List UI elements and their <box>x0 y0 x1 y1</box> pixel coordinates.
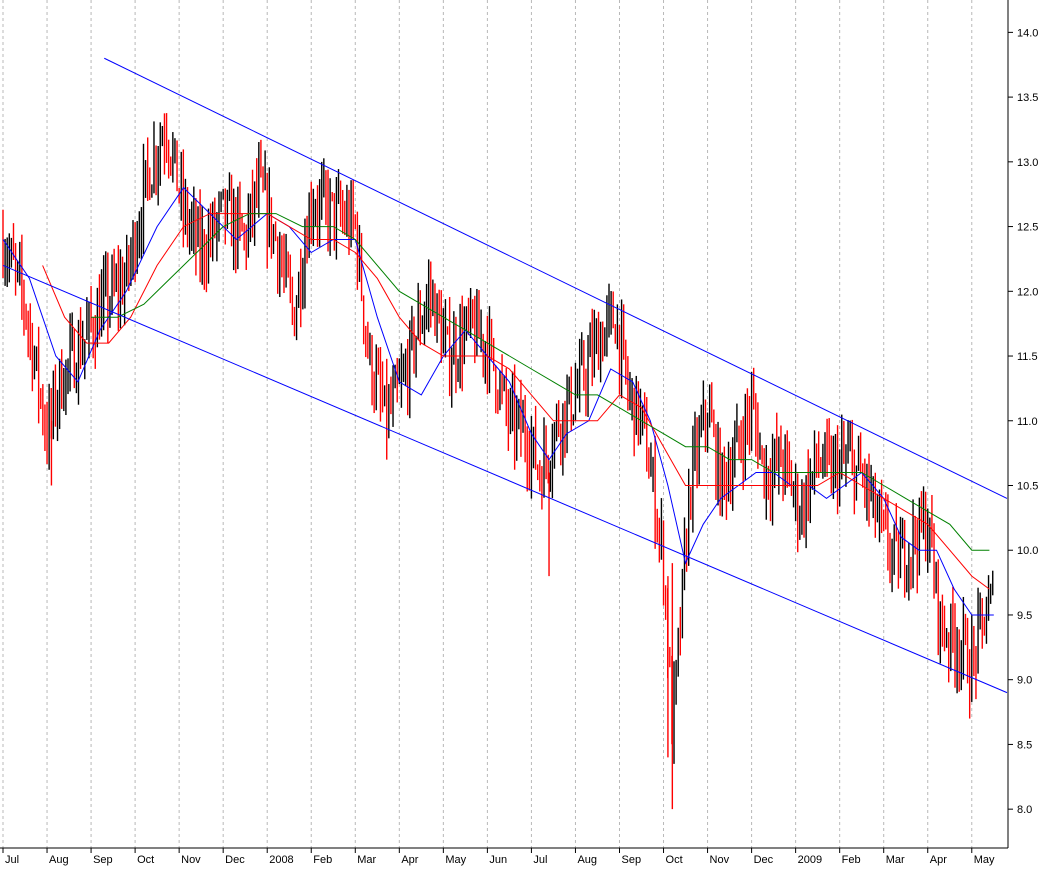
x-tick-label-13: Aug <box>577 854 597 866</box>
y-tick-label-3: 12.5 <box>1017 222 1038 234</box>
y-tick-label-11: 8.5 <box>1017 739 1032 751</box>
x-tick-label-14: Sep <box>621 854 641 866</box>
y-tick-label-10: 9.0 <box>1017 675 1032 687</box>
x-tick-label-6: 2008 <box>269 854 293 866</box>
y-tick-label-8: 10.0 <box>1017 545 1038 557</box>
x-tick-label-19: Feb <box>842 854 861 866</box>
moving-average-line-2 <box>91 213 990 551</box>
x-tick-label-18: 2009 <box>798 854 822 866</box>
x-tick-label-3: Oct <box>137 854 154 866</box>
moving-average-layer <box>2 186 994 616</box>
trend-channel-line-1 <box>2 264 1008 694</box>
y-tick-label-9: 9.5 <box>1017 610 1032 622</box>
x-tick-label-8: Mar <box>357 854 376 866</box>
x-tick-label-20: Mar <box>886 854 905 866</box>
y-tick-label-1: 13.5 <box>1017 92 1038 104</box>
axis-layer: 14.0 13.5 13.0 12.5 12.0 11.5 11.0 10.5 10.0 9.5 9… <box>0 0 1038 866</box>
x-tick-label-7: Feb <box>313 854 332 866</box>
y-tick-label-12: 8.0 <box>1017 804 1032 816</box>
x-tick-label-16: Nov <box>710 854 730 866</box>
y-tick-label-5: 11.5 <box>1017 351 1038 363</box>
y-tick-label-7: 10.5 <box>1017 480 1038 492</box>
trend-channel-line-0 <box>104 57 1008 499</box>
moving-average-line-1 <box>42 213 990 590</box>
x-tick-label-21: Apr <box>930 854 947 866</box>
x-tick-label-22: May <box>974 854 995 866</box>
x-tick-label-12: Jul <box>533 854 547 866</box>
x-tick-label-1: Aug <box>49 854 69 866</box>
y-tick-label-2: 13.0 <box>1017 157 1038 169</box>
trend-channel-layer <box>2 57 1008 694</box>
x-tick-label-9: Apr <box>401 854 418 866</box>
x-tick-label-17: Dec <box>754 854 774 866</box>
y-tick-label-6: 11.0 <box>1017 416 1038 428</box>
x-tick-label-11: Jun <box>489 854 507 866</box>
y-tick-label-4: 12.0 <box>1017 286 1038 298</box>
price-bars-layer <box>2 113 994 810</box>
x-tick-label-4: Nov <box>181 854 201 866</box>
x-tick-label-10: May <box>445 854 466 866</box>
x-tick-label-15: Oct <box>666 854 683 866</box>
y-tick-label-0: 14.0 <box>1017 27 1038 39</box>
x-tick-label-5: Dec <box>225 854 245 866</box>
x-tick-label-2: Sep <box>93 854 113 866</box>
x-tick-label-0: Jul <box>5 854 19 866</box>
